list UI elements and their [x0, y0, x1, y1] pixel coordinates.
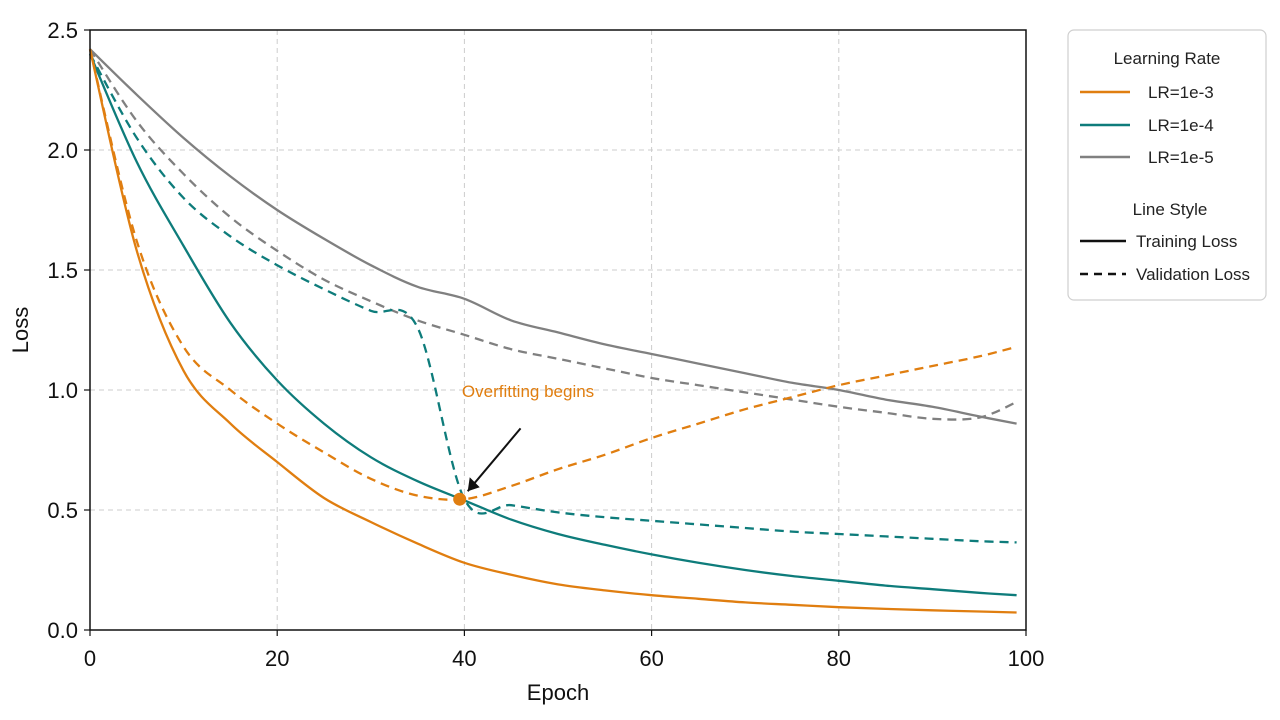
x-axis-label: Epoch — [527, 680, 589, 705]
legend-label-lr2: LR=1e-4 — [1148, 116, 1214, 135]
y-tick-label: 0.0 — [47, 618, 78, 643]
legend-label-training: Training Loss — [1136, 232, 1237, 251]
legend-title-line-style: Line Style — [1133, 200, 1208, 219]
x-tick-label: 100 — [1008, 646, 1045, 671]
x-tick-label: 60 — [639, 646, 663, 671]
series-line-lr-1e-3-training — [88, 48, 1017, 614]
annotation-text: Overfitting begins — [462, 382, 594, 401]
legend-label-lr1: LR=1e-3 — [1148, 83, 1214, 102]
y-tick-label: 2.5 — [47, 18, 78, 43]
legend-box — [1067, 29, 1267, 301]
legend-label-lr3: LR=1e-5 — [1148, 148, 1214, 167]
y-tick-label: 1.0 — [47, 378, 78, 403]
legend-title-learning-rate: Learning Rate — [1114, 49, 1221, 68]
series-line-lr-1e-4-validation — [88, 53, 1017, 544]
series-lines — [88, 48, 1018, 614]
x-tick-label: 40 — [452, 646, 476, 671]
series-line-lr-1e-3-validation — [88, 48, 1017, 501]
y-tick-label: 0.5 — [47, 498, 78, 523]
annotation: Overfitting begins — [453, 382, 594, 506]
plot-frame — [89, 29, 1027, 631]
x-axis-ticks: 0 20 40 60 80 100 — [84, 630, 1044, 671]
x-tick-label: 80 — [827, 646, 851, 671]
annotation-arrow-head — [467, 477, 480, 492]
series-line-lr-1e-5-training — [89, 48, 1017, 425]
grid-lines — [90, 30, 1026, 630]
y-axis-label: Loss — [8, 307, 33, 353]
y-tick-label: 2.0 — [47, 138, 78, 163]
series-line-lr-1e-4-training — [88, 53, 1017, 597]
annotation-arrow-shaft — [466, 427, 522, 492]
legend: Learning Rate LR=1e-3 LR=1e-4 LR=1e-5 Li… — [1067, 29, 1267, 301]
y-tick-label: 1.5 — [47, 258, 78, 283]
series-line-lr-1e-5-validation — [89, 48, 1018, 421]
legend-label-validation: Validation Loss — [1136, 265, 1250, 284]
x-tick-label: 20 — [265, 646, 289, 671]
x-tick-label: 0 — [84, 646, 96, 671]
y-axis-ticks: 0.0 0.5 1.0 1.5 2.0 2.5 — [47, 18, 90, 643]
overfitting-point — [453, 492, 467, 506]
